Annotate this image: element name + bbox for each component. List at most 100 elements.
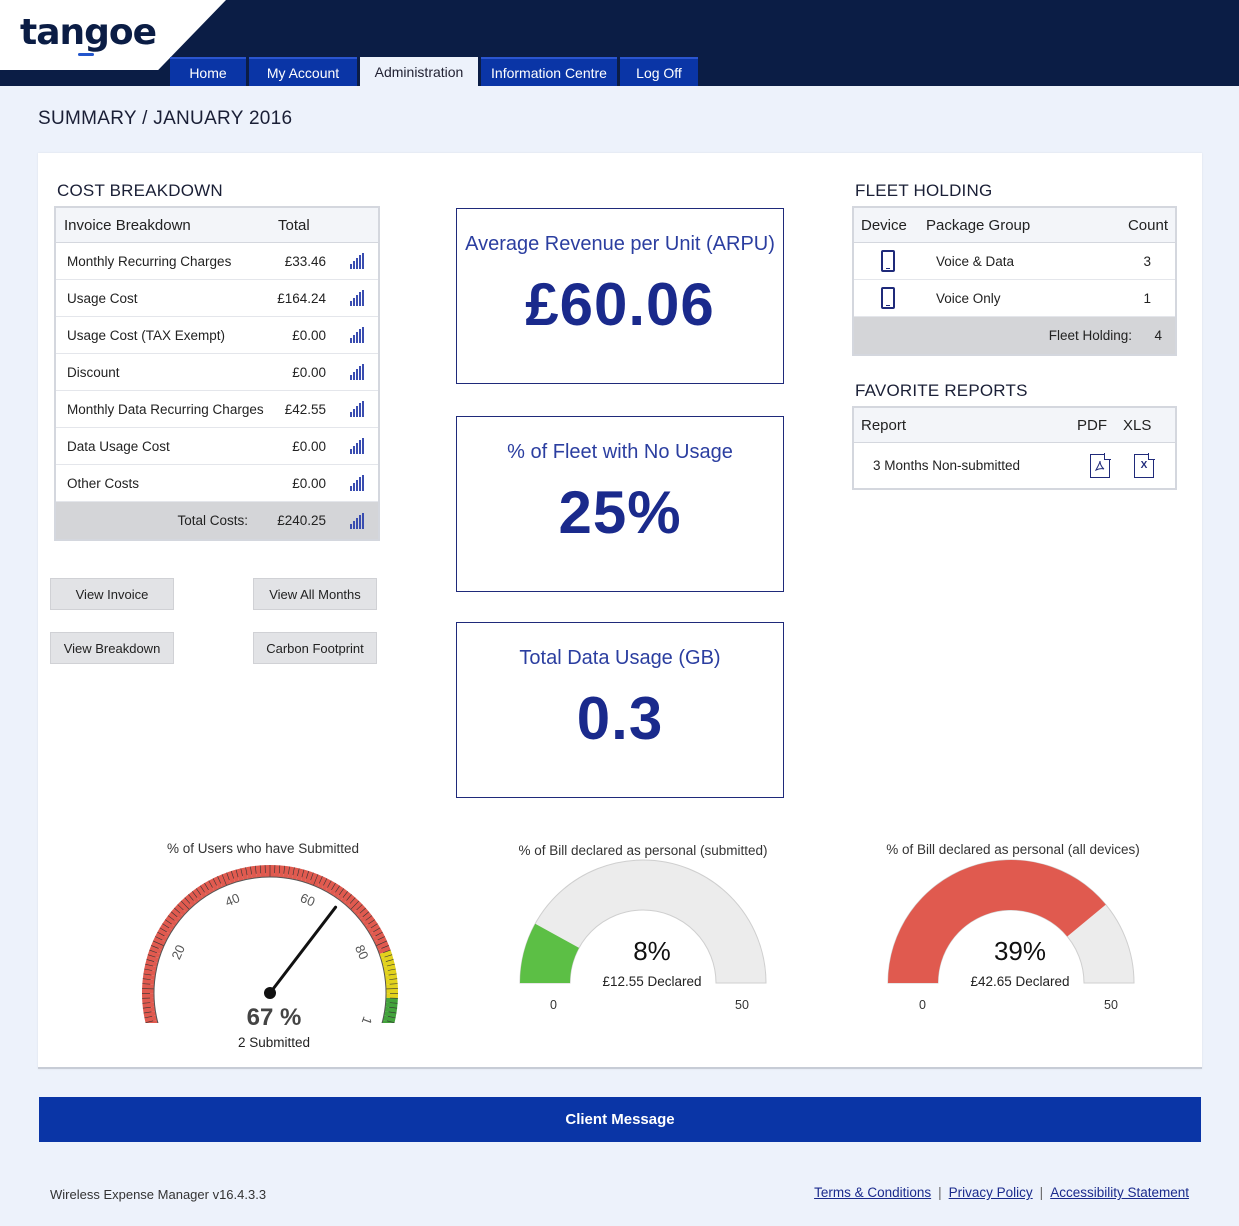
gauge-band-segment [377,945,391,955]
gauge-band-segment [174,904,187,916]
gauge-tick [331,882,336,891]
gauge-tick [221,874,227,886]
gauge-band-segment [145,959,159,967]
bar-chart-icon[interactable] [350,327,368,343]
cost-item-label: Monthly Data Recurring Charges [67,401,264,417]
gauge-tick [389,978,398,980]
col-package-group: Package Group [926,216,1031,234]
gauge-band-segment [347,897,359,910]
privacy-link[interactable]: Privacy Policy [948,1185,1033,1200]
bar-chart-icon[interactable] [350,438,368,454]
view-breakdown-button[interactable]: View Breakdown [50,632,174,664]
gauge-band-segment [385,1002,398,1009]
gauge-band-segment [384,973,398,981]
report-row: 3 Months Non-submitted X [854,443,1175,488]
client-message-bar[interactable]: Client Message [39,1097,1201,1142]
gauge-band-segment [159,923,173,934]
report-name[interactable]: 3 Months Non-submitted [873,458,1021,473]
gauge-personal-submitted-sub: £12.55 Declared [602,974,702,989]
gauge-tick [387,968,396,971]
cost-item-label: Usage Cost [67,290,138,306]
gauge-submitted: 0 20 40 60 80 100 [141,865,399,1023]
gauge-band-segment [236,868,244,882]
tab-information-centre[interactable]: Information Centre [481,57,617,86]
gauge-tick [226,872,230,881]
gauge-tick [144,1016,153,1019]
gauge-personal-all [887,859,1135,984]
cost-row: Monthly Recurring Charges £33.46 [56,243,378,280]
gauge-band-segment [270,865,275,878]
fleet-group: Voice Only [936,290,1001,306]
cost-item-label: Other Costs [67,475,140,491]
terms-link[interactable]: Terms & Conditions [814,1185,932,1200]
gauge-band-segment [192,888,204,901]
gauge-band-segment [274,865,280,878]
fleet-total-row: Fleet Holding: 4 [854,317,1175,354]
gauge-personal-submitted-value: 8% [633,936,671,966]
gauge-tick [323,878,328,886]
gauge-band-segment [384,1006,398,1014]
gauge-tick [292,867,295,876]
gauge-tick [335,885,340,893]
bar-chart-icon[interactable] [350,401,368,417]
gauge-band-segment [343,894,356,907]
kpi-no-usage-value: 25% [558,479,682,546]
carbon-footprint-button[interactable]: Carbon Footprint [253,632,377,664]
gauge-tick [259,865,262,874]
cost-item-value: £0.00 [292,364,326,380]
tab-my-account[interactable]: My Account [249,57,357,86]
gauge-personal-submitted-max: 50 [735,998,749,1012]
bar-chart-icon[interactable] [350,512,368,529]
tab-administration[interactable]: Administration [360,57,478,86]
gauge-band-segment [385,988,398,994]
cost-row: Discount £0.00 [56,354,378,391]
gauge-band-segment [340,891,352,904]
gauge-tick [375,940,388,947]
bar-chart-icon[interactable] [350,475,368,491]
gauge-tick-label: 0 [167,1021,184,1023]
gauge-personal-submitted-title: % of Bill declared as personal (submitte… [518,843,768,858]
gauge-band-segment [359,911,372,923]
col-count: Count [1127,216,1168,234]
fleet-holding-table: Device Package Group Count Voice & Data … [852,206,1177,356]
tab-home[interactable]: Home [170,57,246,86]
kpi-no-usage-label: % of Fleet with No Usage [507,441,733,463]
gauge-band-segment [385,983,398,989]
excel-file-icon[interactable]: X [1134,452,1155,478]
cost-item-label: Data Usage Cost [67,438,170,454]
gauge-tick [164,919,172,925]
gauge-tick [368,919,376,925]
gauge-tick [297,868,300,877]
cost-item-value: £0.00 [292,475,326,491]
logo-area: tangoe [0,0,226,70]
kpi-arpu: Average Revenue per Unit (ARPU) £60.06 [456,208,784,384]
gauge-personal-submitted-min: 0 [550,998,557,1012]
view-all-months-button[interactable]: View All Months [253,578,377,610]
gauge-tick [305,870,309,879]
gauge-tick [245,867,248,876]
accessibility-link[interactable]: Accessibility Statement [1050,1185,1189,1200]
total-costs-label: Total Costs: [177,513,248,528]
bar-chart-icon[interactable] [350,364,368,380]
gauge-band-segment [374,936,387,946]
tab-log-off[interactable]: Log Off [620,57,698,86]
bar-chart-icon[interactable] [350,290,368,306]
gauge-tick [381,945,389,949]
gauge-band-segment [165,915,178,927]
gauge-tick [382,949,391,954]
cost-row: Other Costs £0.00 [56,465,378,502]
pdf-file-icon[interactable] [1090,452,1111,478]
gauge-tick [231,870,235,879]
bar-chart-icon[interactable] [350,253,368,269]
gauge-tick [174,907,181,914]
gauge-band-segment [171,908,184,920]
gauge-band-segment [260,865,266,878]
view-invoice-button[interactable]: View Invoice [50,578,174,610]
gauge-band-segment [208,878,219,892]
gauge-tick [192,891,198,898]
gauge-band-segment [250,865,257,879]
fleet-count: 1 [1143,290,1151,306]
gauge-tick [346,894,352,901]
gauge-band-segment [177,900,190,913]
gauge-tick [145,1020,154,1023]
